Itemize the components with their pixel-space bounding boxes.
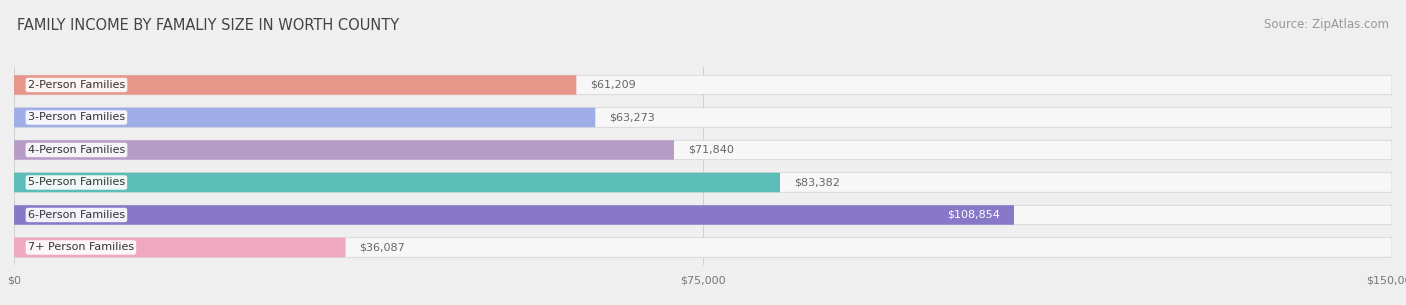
- Text: $83,382: $83,382: [794, 178, 839, 188]
- Text: $71,840: $71,840: [688, 145, 734, 155]
- Text: $63,273: $63,273: [609, 113, 655, 123]
- Text: 2-Person Families: 2-Person Families: [28, 80, 125, 90]
- FancyBboxPatch shape: [14, 140, 1392, 160]
- FancyBboxPatch shape: [14, 205, 1014, 225]
- Text: $36,087: $36,087: [360, 242, 405, 253]
- Text: FAMILY INCOME BY FAMALIY SIZE IN WORTH COUNTY: FAMILY INCOME BY FAMALIY SIZE IN WORTH C…: [17, 18, 399, 33]
- FancyBboxPatch shape: [14, 140, 673, 160]
- Text: 7+ Person Families: 7+ Person Families: [28, 242, 134, 253]
- FancyBboxPatch shape: [14, 173, 780, 192]
- Text: Source: ZipAtlas.com: Source: ZipAtlas.com: [1264, 18, 1389, 31]
- Text: $61,209: $61,209: [591, 80, 636, 90]
- FancyBboxPatch shape: [14, 238, 346, 257]
- Text: $108,854: $108,854: [948, 210, 1000, 220]
- FancyBboxPatch shape: [14, 75, 1392, 95]
- FancyBboxPatch shape: [14, 173, 1392, 192]
- FancyBboxPatch shape: [14, 205, 1392, 225]
- FancyBboxPatch shape: [14, 108, 1392, 127]
- Text: 3-Person Families: 3-Person Families: [28, 113, 125, 123]
- FancyBboxPatch shape: [14, 238, 1392, 257]
- Text: 5-Person Families: 5-Person Families: [28, 178, 125, 188]
- Text: 4-Person Families: 4-Person Families: [28, 145, 125, 155]
- FancyBboxPatch shape: [14, 75, 576, 95]
- FancyBboxPatch shape: [14, 108, 595, 127]
- Text: 6-Person Families: 6-Person Families: [28, 210, 125, 220]
